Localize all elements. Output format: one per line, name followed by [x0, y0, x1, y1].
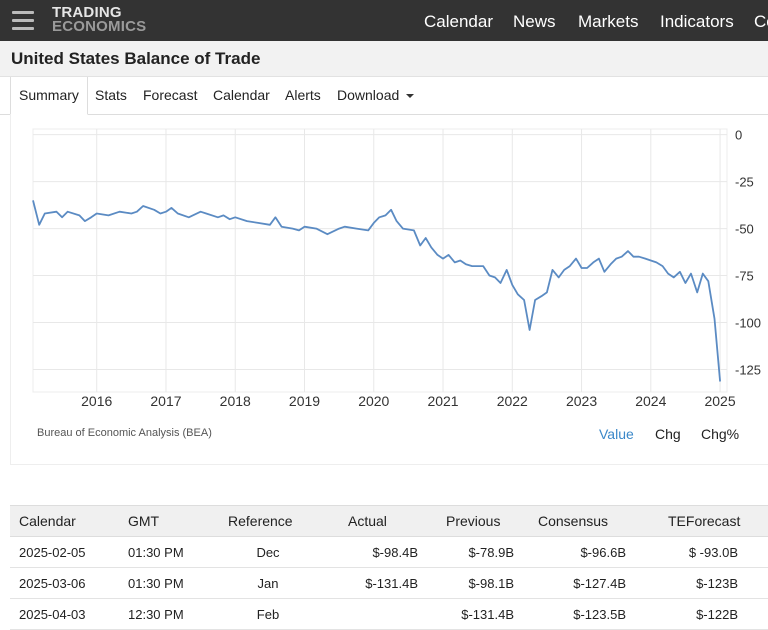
col-actual: Actual	[308, 505, 418, 537]
x-tick-label: 2020	[358, 393, 389, 409]
logo-line1: TRADING	[52, 4, 122, 21]
title-bar: United States Balance of Trade	[0, 41, 768, 77]
y-tick-label: 0	[735, 128, 742, 143]
table-row: 2025-04-03 12:30 PM Feb $-131.4B $-123.5…	[10, 598, 768, 630]
table-header-row: Calendar GMT Reference Actual Previous C…	[10, 505, 768, 537]
cell-reference: Dec	[228, 536, 308, 568]
x-tick-label: 2019	[289, 393, 320, 409]
toggle-chg[interactable]: Chg	[655, 426, 681, 442]
table-row: 2025-03-06 01:30 PM Jan $-131.4B $-98.1B…	[10, 567, 768, 599]
col-calendar: Calendar	[10, 505, 128, 537]
top-navbar: TRADING ECONOMICS Calendar News Markets …	[0, 0, 768, 41]
toggle-chgpct[interactable]: Chg%	[701, 426, 740, 442]
cell-date: 2025-03-06	[10, 567, 128, 599]
x-tick-label: 2016	[81, 393, 112, 409]
y-tick-label: -25	[735, 175, 754, 190]
col-consensus: Consensus	[514, 505, 626, 537]
nav-indicators[interactable]: Indicators	[660, 12, 734, 31]
nav-commodities[interactable]: Co	[754, 12, 768, 31]
y-tick-label: -75	[735, 269, 754, 284]
nav-calendar[interactable]: Calendar	[424, 12, 493, 31]
x-tick-label: 2021	[427, 393, 458, 409]
x-tick-label: 2017	[150, 393, 181, 409]
y-axis-labels: 0 -25 -50 -75 -100 -125	[735, 128, 761, 378]
chart-container	[10, 115, 768, 465]
cell-teforecast: $-122B	[626, 598, 768, 630]
y-tick-label: -100	[735, 315, 761, 330]
menu-icon[interactable]	[12, 11, 34, 30]
cell-actual	[308, 598, 418, 630]
cell-teforecast: $ -93.0B	[626, 536, 768, 568]
chart-grid	[32, 128, 728, 393]
calendar-table: Calendar GMT Reference Actual Previous C…	[10, 505, 768, 630]
cell-reference: Jan	[228, 567, 308, 599]
col-reference: Reference	[228, 505, 308, 537]
balance-of-trade-chart[interactable]: 0-25-50-75-100-125 2016 2017 2018 2019 2020 2…	[0, 0, 768, 465]
series-line-balance-of-trade	[32, 200, 721, 382]
y-tick-label: -125	[735, 362, 761, 377]
tab-stats[interactable]: Stats	[95, 87, 127, 103]
tab-download-label: Download	[337, 87, 400, 103]
cell-previous: $-98.1B	[418, 567, 514, 599]
cell-gmt: 01:30 PM	[128, 536, 228, 568]
tab-forecast[interactable]: Forecast	[143, 87, 198, 103]
tab-download[interactable]: Download	[337, 77, 415, 115]
cell-previous: $-131.4B	[418, 598, 514, 630]
plot-frame	[32, 128, 728, 393]
logo-line2: ECONOMICS	[52, 18, 147, 35]
tab-alerts[interactable]: Alerts	[285, 87, 321, 103]
cell-actual: $-131.4B	[308, 567, 418, 599]
nav-news[interactable]: News	[513, 12, 556, 31]
cell-gmt: 01:30 PM	[128, 567, 228, 599]
cell-gmt: 12:30 PM	[128, 598, 228, 630]
x-tick-label: 2023	[566, 393, 597, 409]
cell-date: 2025-04-03	[10, 598, 128, 630]
nav-markets[interactable]: Markets	[578, 12, 639, 31]
cell-previous: $-78.9B	[418, 536, 514, 568]
table-row: 2025-02-05 01:30 PM Dec $-98.4B $-78.9B …	[10, 536, 768, 568]
col-previous: Previous	[418, 505, 514, 537]
cell-reference: Feb	[228, 598, 308, 630]
cell-teforecast: $-123B	[626, 567, 768, 599]
site-logo[interactable]: TRADING ECONOMICS	[52, 4, 147, 35]
cell-date: 2025-02-05	[10, 536, 128, 568]
toggle-value[interactable]: Value	[599, 426, 634, 442]
x-axis-labels: 2016 2017 2018 2019 2020 2021 2022 2023 2024 2025	[81, 393, 736, 409]
chevron-down-icon	[406, 94, 415, 99]
x-tick-label: 2025	[704, 393, 735, 409]
col-gmt: GMT	[128, 505, 228, 537]
col-teforecast: TEForecast	[626, 505, 768, 537]
x-tick-label: 2024	[635, 393, 666, 409]
cell-actual: $-98.4B	[308, 536, 418, 568]
page-title: United States Balance of Trade	[11, 49, 261, 68]
x-tick-label: 2022	[497, 393, 528, 409]
cell-consensus: $-96.6B	[514, 536, 626, 568]
y-tick-label: -50	[735, 222, 754, 237]
tab-bar: Summary Stats Forecast Calendar Alerts D…	[0, 77, 768, 115]
source-label: Bureau of Economic Analysis (BEA)	[37, 427, 212, 439]
cell-consensus: $-127.4B	[514, 567, 626, 599]
x-tick-label: 2018	[220, 393, 251, 409]
tab-summary[interactable]: Summary	[10, 77, 88, 115]
cell-consensus: $-123.5B	[514, 598, 626, 630]
tab-calendar[interactable]: Calendar	[213, 87, 270, 103]
